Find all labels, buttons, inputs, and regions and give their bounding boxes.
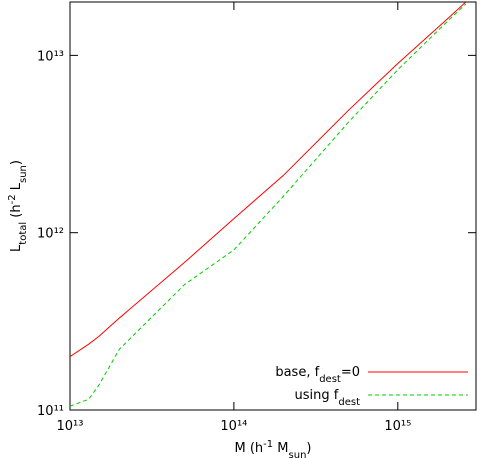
label-part: dest (319, 374, 341, 385)
y-tick-label: 10¹³ (37, 49, 64, 64)
label-part: ) (9, 160, 24, 165)
y-axis-label: Ltotal (h-2 Lsun) (7, 160, 29, 252)
series-line (70, 2, 467, 358)
label-part: total (18, 222, 29, 245)
label-part: (h (9, 204, 24, 221)
label-part: sun (18, 165, 29, 183)
series-line (70, 3, 467, 407)
x-axis-label: M (h-1 Msun) (235, 439, 312, 458)
label-part: M (h (235, 441, 264, 456)
label-part: using f (295, 388, 339, 403)
label-part: -2 (7, 194, 18, 204)
plot-frame (69, 1, 477, 411)
label-part: base, f (275, 365, 319, 380)
label-part: M (273, 441, 288, 456)
x-tick-label: 10¹⁵ (384, 419, 411, 434)
label-part: sun (289, 450, 307, 458)
x-tick-label: 10¹³ (57, 419, 84, 434)
label-part: ) (306, 441, 311, 456)
x-tick-label: 10¹⁴ (220, 419, 247, 434)
y-tick-label: 10¹¹ (37, 404, 64, 419)
label-part: dest (338, 397, 360, 408)
label-part: -1 (263, 439, 273, 450)
label-part: =0 (341, 365, 360, 380)
label-part: L (9, 182, 24, 194)
legend-label: using fdest (295, 388, 361, 408)
y-tick-label: 10¹² (37, 227, 64, 242)
legend-label: base, fdest=0 (275, 365, 360, 385)
label-part: L (9, 244, 24, 252)
